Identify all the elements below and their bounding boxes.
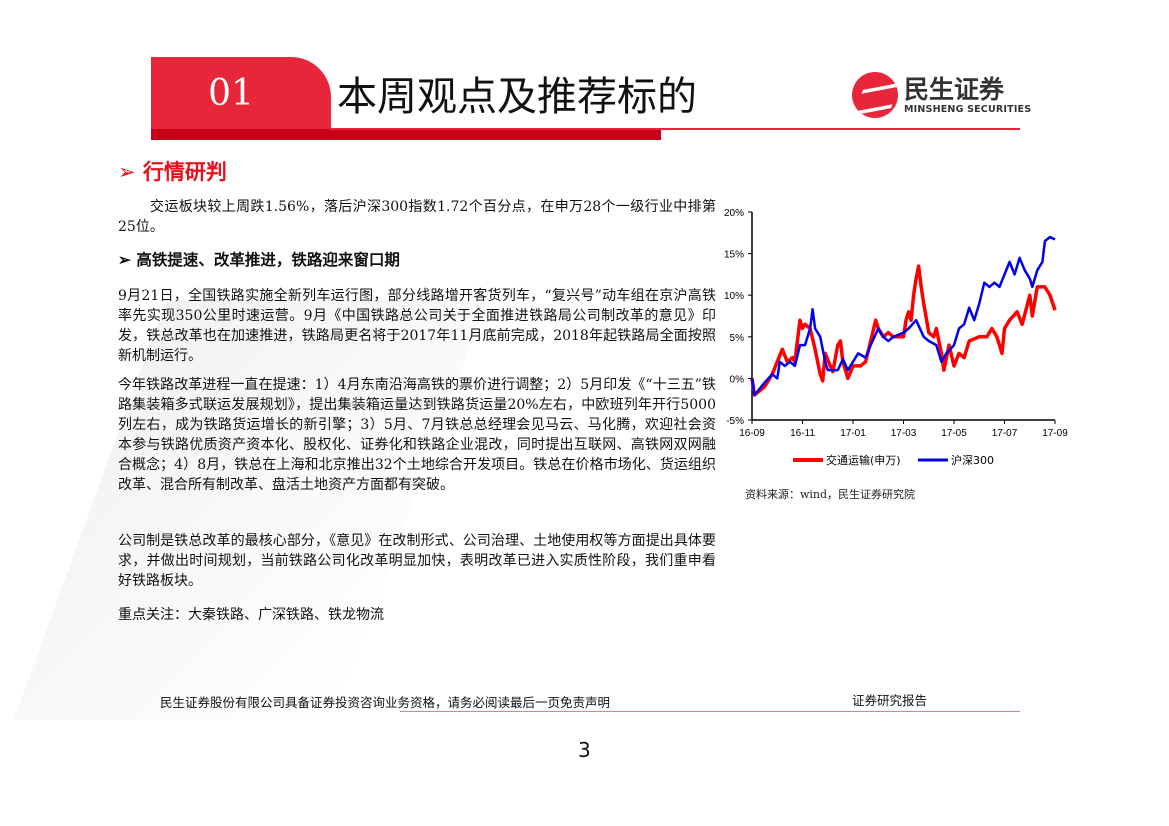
paragraph-3: 公司制是铁总改革的最核心部分，《意见》在改制形式、公司治理、土地使用权等方面提出…	[118, 533, 716, 589]
x-tick-label: 17-05	[941, 428, 967, 439]
x-tick-label: 16-11	[790, 428, 815, 439]
y-tick-label: -5%	[726, 416, 744, 427]
logo-en-text: MINSHENG SECURITIES	[904, 103, 1032, 115]
paragraph-1: 9月21日，全国铁路实施全新列车运行图，部分线路增开客货列车，“复兴号”动车组在…	[118, 288, 716, 364]
y-tick-label: 10%	[724, 291, 744, 302]
market-summary: 交运板块较上周跌1.56%，落后沪深300指数1.72个百分点，在申万28个一级…	[118, 199, 716, 235]
section2-heading: ➢ 高铁提速、改革推进，铁路迎来窗口期	[118, 250, 400, 269]
logo-cn-text: 民生证券	[904, 74, 1005, 104]
x-tick-label: 17-07	[992, 428, 1018, 439]
market-heading: ➢ 行情研判	[118, 160, 227, 184]
x-tick-label: 17-09	[1042, 428, 1068, 439]
page-number: 3	[578, 738, 591, 762]
chart-legend: 交通运输(申万) 沪深300	[793, 453, 994, 467]
footer-report-type: 证券研究报告	[852, 693, 928, 708]
x-tick-label: 17-01	[840, 428, 866, 439]
section-title: 本周观点及推荐标的	[337, 74, 697, 120]
header-divider	[330, 128, 1020, 130]
x-tick-label: 16-09	[739, 428, 765, 439]
performance-chart: 20% 15% 10% 5% 0% -5%16-09 16-11 17-01 17-03 17-0…	[724, 208, 1068, 467]
header-red-bar	[151, 129, 661, 140]
minsheng-logo: 民生证券 MINSHENG SECURITIES	[852, 72, 1031, 118]
section-number-badge: 01	[151, 57, 331, 129]
logo-icon	[852, 72, 898, 118]
chart-series	[750, 235, 1057, 397]
paragraph-4: 重点关注：大秦铁路、广深铁路、铁龙物流	[118, 607, 384, 623]
series-line-csi300	[750, 235, 1056, 397]
y-tick-label: 0%	[730, 374, 745, 385]
footer-disclaimer: 民生证券股份有限公司具备证券投资咨询业务资格，请务必阅读最后一页免责声明	[160, 695, 611, 710]
x-tick-label: 17-03	[891, 428, 917, 439]
chart-axes: 20% 15% 10% 5% 0% -5%16-09 16-11 17-01 17-03 17-0…	[724, 208, 1068, 439]
paragraph-2: 今年铁路改革进程一直在提速：1）4月东南沿海高铁的票价进行调整；2）5月印发《“…	[118, 377, 716, 493]
chart-source: 资料来源：wind，民生证券研究院	[745, 488, 916, 501]
series-line-transport	[750, 264, 1057, 397]
y-tick-label: 20%	[724, 208, 744, 219]
y-tick-label: 15%	[724, 250, 744, 261]
legend-label: 沪深300	[951, 453, 994, 467]
legend-label: 交通运输(申万)	[826, 453, 901, 467]
y-tick-label: 5%	[730, 333, 745, 344]
footer-divider	[400, 711, 1020, 712]
